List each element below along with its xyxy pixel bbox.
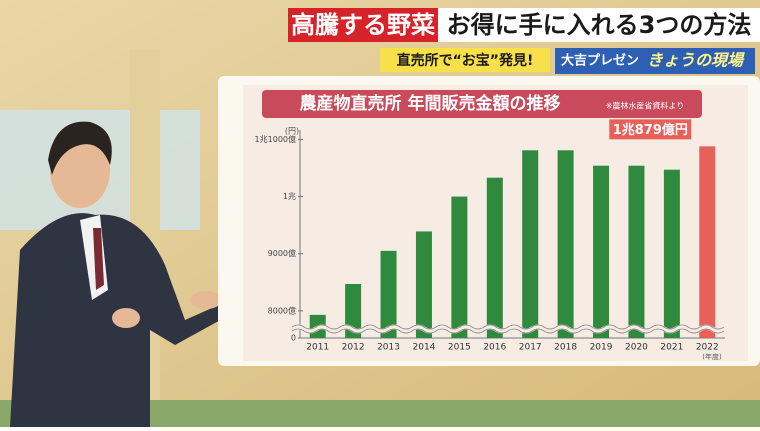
bar	[345, 284, 362, 338]
x-tick-label: 2012	[342, 343, 365, 353]
y-tick-label: 9000億	[268, 248, 296, 258]
value-label-box	[609, 119, 692, 140]
x-tick-label: 2017	[519, 343, 542, 353]
x-tick-label: 2022	[696, 343, 719, 353]
axis-break	[290, 324, 726, 334]
y-tick-label: 1兆1000億	[255, 134, 296, 144]
x-tick-label: 2018	[554, 343, 577, 353]
headline-box	[438, 8, 760, 42]
x-tick-label: 2020	[625, 343, 648, 353]
bar	[380, 250, 397, 338]
bar	[451, 196, 468, 338]
x-unit: (年度)	[702, 352, 722, 361]
headline-tag: 高騰する野菜	[291, 11, 435, 39]
y-tick-label: 1兆	[283, 191, 296, 201]
corner-box	[555, 48, 755, 74]
headline-tag-box	[288, 8, 438, 42]
x-tick-label: 2015	[448, 343, 471, 353]
x-tick-label: 2013	[377, 343, 400, 353]
x-tick-label: 2014	[413, 343, 436, 353]
chart-title-box	[262, 90, 702, 118]
bar	[663, 169, 680, 338]
axis-break-line	[291, 324, 725, 330]
bar	[557, 150, 574, 338]
bar	[699, 146, 716, 338]
bar	[486, 177, 503, 338]
x-tick-label: 2011	[306, 343, 329, 353]
bar	[593, 165, 610, 338]
bar	[522, 150, 539, 338]
chart-source: ※農林水産省資料より	[606, 101, 685, 111]
axis-break-line	[291, 328, 725, 334]
y-tick-label: 0	[291, 334, 296, 343]
value-label: 1兆879億円	[613, 122, 688, 138]
subtitle: 直売所で“お宝”発見!	[397, 52, 534, 69]
x-tick-label: 2019	[590, 343, 613, 353]
corner-tag: 大吉プレゼン	[561, 53, 639, 69]
headline: お得に手に入れる3つの方法	[447, 11, 752, 39]
presenter	[10, 121, 235, 427]
bar	[628, 165, 645, 338]
chart-title: 農産物直売所 年間販売金額の推移	[300, 93, 561, 114]
y-tick-label: 8000億	[268, 305, 296, 315]
subtitle-box	[380, 48, 550, 72]
bar	[415, 231, 432, 338]
x-tick-label: 2016	[483, 343, 506, 353]
y-unit: (円)	[285, 127, 299, 136]
corner-title: きょうの現場	[647, 51, 745, 70]
x-tick-label: 2021	[660, 343, 683, 353]
